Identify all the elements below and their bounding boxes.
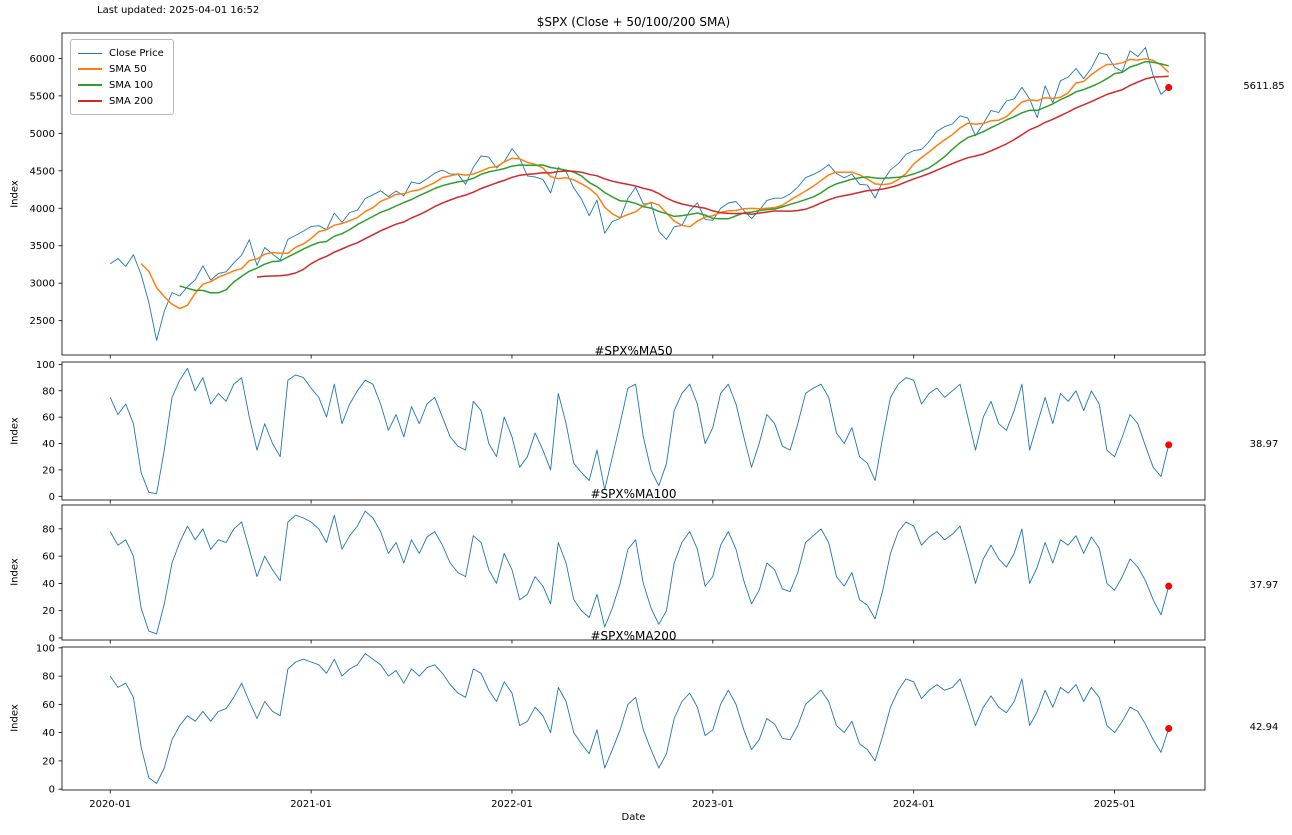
latest-value-2: 37.97 — [1249, 580, 1279, 592]
y-tick-label: 100 — [36, 643, 55, 654]
legend-label: Close Price — [109, 47, 164, 59]
latest-value-0: 5611.85 — [1243, 81, 1285, 93]
last-updated-text: Last updated: 2025-04-01 16:52 — [97, 5, 260, 16]
y-tick-label: 0 — [49, 785, 55, 796]
x-tick-label: 2023-01 — [692, 799, 734, 810]
x-tick-label: 2024-01 — [893, 799, 935, 810]
y-tick-label: 0 — [49, 492, 55, 503]
plot-frame — [61, 646, 1206, 791]
latest-value-3: 42.94 — [1249, 722, 1279, 734]
y-tick-label: 20 — [42, 465, 55, 476]
y-axis-label-ma100: Index — [9, 558, 21, 586]
main-chart-title: $SPX (Close + 50/100/200 SMA) — [536, 15, 731, 29]
sma-line-200 — [256, 75, 1169, 278]
x-axis-label: Date — [621, 812, 646, 823]
y-tick-label: 20 — [42, 606, 55, 617]
legend-item: SMA 50 — [78, 61, 164, 77]
subplot-title-ma100: #SPX%MA100 — [590, 487, 677, 501]
y-tick-label: 0 — [49, 633, 55, 644]
legend: Close Price SMA 50 SMA 100 SMA 200 — [70, 39, 174, 115]
y-axis-label-ma50: Index — [9, 417, 21, 445]
legend-line-sample — [78, 84, 102, 86]
latest-marker — [1165, 724, 1173, 732]
subplot-title-ma200: #SPX%MA200 — [590, 629, 677, 643]
plot-frame — [61, 32, 1206, 356]
series-line — [109, 510, 1170, 635]
series-line — [109, 367, 1170, 495]
y-tick-label: 20 — [42, 756, 55, 767]
legend-item: SMA 200 — [78, 93, 164, 109]
legend-label: SMA 200 — [109, 95, 154, 107]
y-tick-label: 4500 — [30, 166, 55, 177]
y-axis-label-ma200: Index — [9, 704, 21, 732]
legend-label: SMA 50 — [109, 63, 147, 75]
legend-item: Close Price — [78, 45, 164, 61]
legend-label: SMA 100 — [109, 79, 154, 91]
x-tick-label: 2022-01 — [491, 799, 533, 810]
y-tick-label: 5000 — [30, 129, 55, 140]
y-tick-label: 60 — [42, 700, 55, 711]
y-tick-label: 80 — [42, 386, 55, 397]
y-tick-label: 5500 — [30, 91, 55, 102]
y-tick-label: 60 — [42, 552, 55, 563]
y-axis-label-main: Index — [9, 180, 21, 208]
y-tick-label: 60 — [42, 413, 55, 424]
latest-value-1: 38.97 — [1249, 438, 1279, 450]
x-tick-label: 2021-01 — [290, 799, 332, 810]
legend-line-sample — [78, 52, 102, 54]
latest-marker — [1165, 582, 1173, 590]
legend-line-sample — [78, 68, 102, 70]
y-tick-label: 2500 — [30, 316, 55, 327]
sma-line-100 — [179, 60, 1169, 294]
latest-marker — [1165, 441, 1173, 449]
y-tick-label: 40 — [42, 439, 55, 450]
legend-line-sample — [78, 100, 102, 102]
plot-frame — [61, 504, 1206, 641]
y-tick-label: 4000 — [30, 204, 55, 215]
legend-item: SMA 100 — [78, 77, 164, 93]
y-tick-label: 80 — [42, 524, 55, 535]
x-tick-label: 2020-01 — [89, 799, 131, 810]
subplot-title-ma50: #SPX%MA50 — [594, 344, 673, 358]
y-tick-label: 3500 — [30, 241, 55, 252]
latest-marker — [1165, 83, 1173, 91]
y-tick-label: 40 — [42, 579, 55, 590]
y-tick-label: 100 — [36, 360, 55, 371]
y-tick-label: 80 — [42, 672, 55, 683]
series-line — [109, 653, 1170, 784]
series-line — [109, 47, 1169, 341]
plot-frame — [61, 361, 1206, 501]
sma-line-50 — [140, 57, 1170, 310]
y-tick-label: 6000 — [30, 54, 55, 65]
y-tick-label: 3000 — [30, 279, 55, 290]
y-tick-label: 40 — [42, 728, 55, 739]
x-tick-label: 2025-01 — [1094, 799, 1136, 810]
